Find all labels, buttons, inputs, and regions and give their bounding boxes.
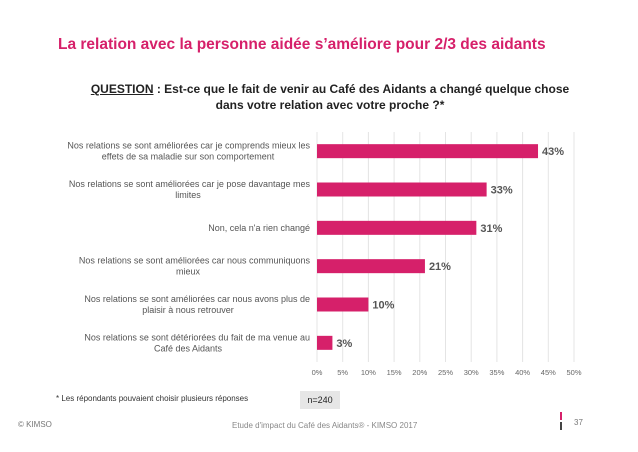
category-label-line: Non, cela n'a rien changé bbox=[208, 223, 310, 233]
category-label: Nos relations se sont améliorées car je … bbox=[67, 141, 310, 162]
slide-title: La relation avec la personne aidée s’amé… bbox=[58, 36, 546, 53]
category-label-line: Nos relations se sont améliorées car je … bbox=[69, 179, 311, 189]
question-label: QUESTION bbox=[90, 82, 154, 96]
category-label-line: Café des Aidants bbox=[154, 343, 223, 353]
bar bbox=[317, 220, 477, 235]
category-label: Non, cela n'a rien changé bbox=[208, 223, 310, 233]
data-label: 21% bbox=[429, 261, 451, 273]
x-tick-label: 25% bbox=[438, 368, 453, 377]
page-number: 37 bbox=[574, 418, 583, 427]
category-label-line: Nos relations se sont améliorées car nou… bbox=[84, 294, 310, 304]
brand-mark-icon bbox=[560, 412, 568, 430]
bar bbox=[317, 335, 333, 350]
bar bbox=[317, 144, 539, 159]
data-label: 10% bbox=[372, 300, 394, 312]
bar bbox=[317, 182, 487, 197]
data-label: 31% bbox=[480, 223, 502, 235]
bar bbox=[317, 297, 369, 312]
x-tick-label: 40% bbox=[515, 368, 530, 377]
category-label-line: Nos relations se sont améliorées car nou… bbox=[79, 256, 311, 266]
data-label: 3% bbox=[336, 338, 352, 350]
category-label-line: Nos relations se sont améliorées car je … bbox=[67, 141, 310, 151]
x-tick-label: 35% bbox=[489, 368, 504, 377]
x-tick-label: 0% bbox=[312, 368, 323, 377]
category-label-line: Nos relations se sont détériorées du fai… bbox=[84, 332, 310, 342]
question-text: Est-ce que le fait de venir au Café des … bbox=[164, 82, 570, 112]
category-label-line: effets de sa maladie sur son comportemen… bbox=[102, 152, 275, 162]
category-label-line: limites bbox=[175, 190, 201, 200]
category-label-line: mieux bbox=[176, 267, 201, 277]
category-label: Nos relations se sont détériorées du fai… bbox=[84, 332, 310, 353]
x-tick-label: 45% bbox=[541, 368, 556, 377]
copyright: © KIMSO bbox=[18, 420, 52, 429]
category-label: Nos relations se sont améliorées car nou… bbox=[79, 256, 311, 277]
x-tick-label: 50% bbox=[566, 368, 581, 377]
bar bbox=[317, 259, 425, 274]
x-tick-label: 30% bbox=[464, 368, 479, 377]
category-label: Nos relations se sont améliorées car nou… bbox=[84, 294, 310, 315]
question-separator: : bbox=[153, 82, 165, 96]
x-tick-label: 10% bbox=[361, 368, 376, 377]
data-label: 43% bbox=[542, 146, 564, 158]
question-block: QUESTION : Est-ce que le fait de venir a… bbox=[80, 81, 580, 113]
x-tick-label: 15% bbox=[387, 368, 402, 377]
data-label: 33% bbox=[491, 185, 513, 197]
footnote: * Les répondants pouvaient choisir plusi… bbox=[56, 394, 249, 403]
category-label: Nos relations se sont améliorées car je … bbox=[69, 179, 311, 200]
source-note: Etude d'impact du Café des Aidants® - KI… bbox=[232, 421, 418, 430]
category-label-line: plaisir à nous retrouver bbox=[142, 305, 234, 315]
x-tick-label: 5% bbox=[337, 368, 348, 377]
x-tick-label: 20% bbox=[412, 368, 427, 377]
sample-size-badge: n=240 bbox=[300, 391, 340, 409]
